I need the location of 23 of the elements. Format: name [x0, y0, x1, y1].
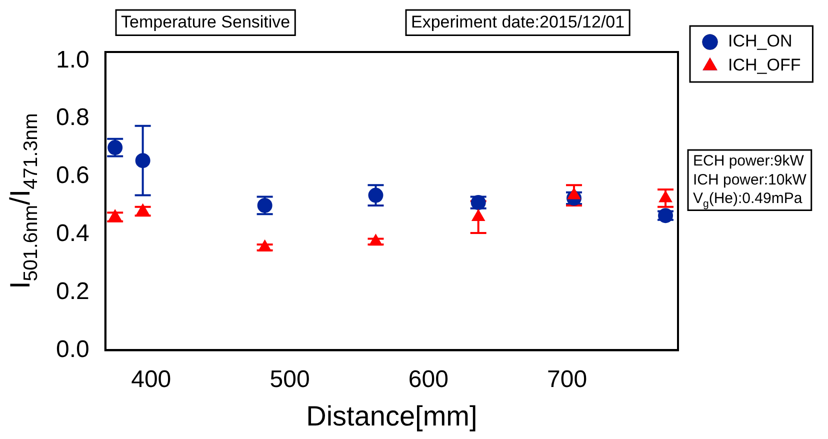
x-tick-label: 700	[547, 366, 588, 394]
y-tick-label: 0.0	[56, 336, 90, 363]
y-axis-title: I501.6nm/I471.3nm	[4, 113, 42, 290]
point	[136, 204, 150, 216]
y-tick-label: 0.8	[56, 104, 90, 132]
y-tick-label: 0.2	[56, 278, 90, 305]
y-tick-label: 0.4	[56, 220, 90, 248]
legend-label: ICH_OFF	[728, 56, 801, 75]
x-axis-title: Distance[mm]	[306, 400, 478, 432]
x-tick-label: 500	[270, 366, 310, 394]
y-tick-label: 0.6	[56, 162, 90, 190]
point	[567, 188, 581, 200]
text: Experiment date:2015/12/01	[411, 12, 625, 32]
x-tick-label: 600	[408, 366, 448, 394]
x-tick-label: 400	[131, 366, 172, 394]
point	[369, 234, 382, 246]
point	[472, 210, 485, 222]
text: Temperature Sensitive	[121, 12, 290, 32]
point	[108, 210, 122, 222]
y-tick-label: 1.0	[56, 46, 90, 74]
point	[258, 240, 272, 252]
legend-label: ICH_ON	[728, 32, 792, 51]
point	[658, 190, 672, 202]
